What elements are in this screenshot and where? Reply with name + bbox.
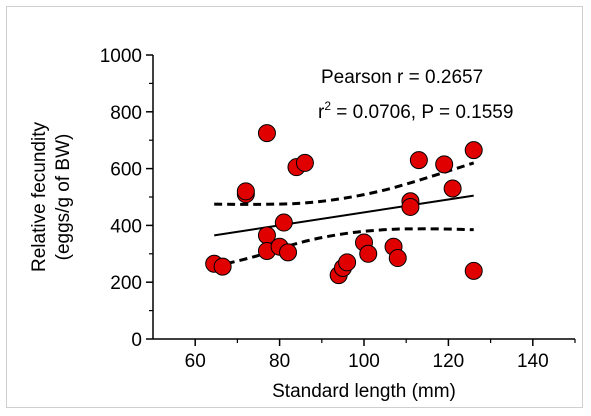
data-point <box>409 151 428 170</box>
data-point <box>257 124 276 143</box>
x-tick-label: 140 <box>517 351 549 372</box>
ci-upper-band <box>214 161 475 206</box>
scatter-plot: 0 200 400 600 800 1000 60 80 100 120 140 Pearson r… <box>29 46 576 402</box>
x-tick-label: 60 <box>185 351 206 372</box>
data-point <box>236 182 255 201</box>
data-point <box>464 141 483 160</box>
data-point <box>388 249 407 268</box>
x-tick-label: 120 <box>433 351 465 372</box>
y-tick-label: 400 <box>110 216 142 237</box>
confidence-bands <box>213 161 475 269</box>
regression-line <box>214 194 474 237</box>
data-point <box>279 243 298 262</box>
data-point <box>338 253 357 272</box>
y-tick-label: 600 <box>110 160 142 181</box>
chart-frame: 0 200 400 600 800 1000 60 80 100 120 140 Pearson r… <box>6 6 583 408</box>
r2-prefix: r <box>318 102 325 123</box>
data-point <box>443 179 462 198</box>
r2-rest: = 0.0706, P = 0.1559 <box>331 102 513 123</box>
y-tick-label: 800 <box>110 103 142 124</box>
ticks: 0 200 400 600 800 1000 60 80 100 120 140 <box>100 46 576 372</box>
x-tick-label: 80 <box>269 351 290 372</box>
data-point <box>464 261 483 280</box>
data-point <box>401 197 420 216</box>
x-axis-label: Standard length (mm) <box>272 381 456 402</box>
data-point <box>435 155 454 174</box>
y-tick-label: 1000 <box>100 46 142 67</box>
y-tick-label: 0 <box>131 330 142 351</box>
y-axis-label-line1: Relative fecundity <box>29 122 50 272</box>
data-point <box>213 257 232 276</box>
data-point <box>295 153 314 172</box>
y-axis-label-line2: (eggs/g of BW) <box>53 134 74 261</box>
ci-lower-band <box>213 227 474 269</box>
data-point <box>359 244 378 263</box>
data-point <box>274 213 293 232</box>
r2-annotation: r2 = 0.0706, P = 0.1559 <box>318 99 513 123</box>
data-points <box>205 124 483 285</box>
axes <box>152 55 575 340</box>
x-tick-label: 100 <box>348 351 380 372</box>
r2-superscript: 2 <box>324 99 331 113</box>
pearson-annotation: Pearson r = 0.2657 <box>321 67 483 88</box>
y-tick-label: 200 <box>110 273 142 294</box>
